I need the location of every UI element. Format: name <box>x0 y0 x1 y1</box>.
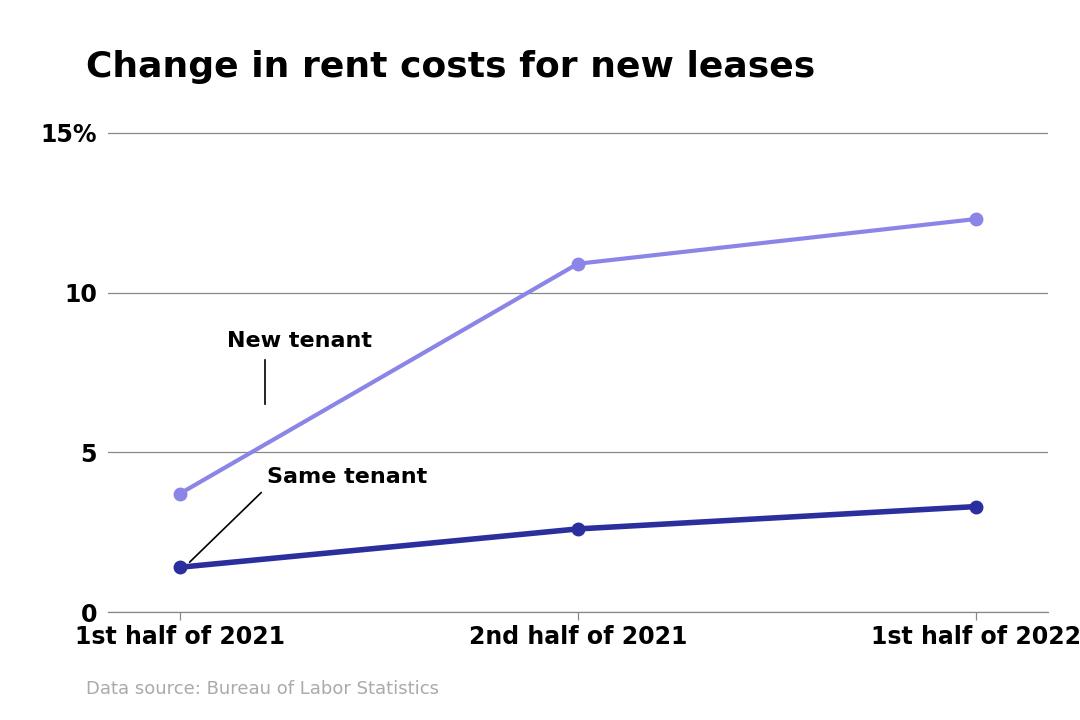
Text: Same tenant: Same tenant <box>267 467 428 487</box>
Text: Data source: Bureau of Labor Statistics: Data source: Bureau of Labor Statistics <box>86 680 440 698</box>
Text: New tenant: New tenant <box>228 330 373 351</box>
Text: Change in rent costs for new leases: Change in rent costs for new leases <box>86 50 815 84</box>
